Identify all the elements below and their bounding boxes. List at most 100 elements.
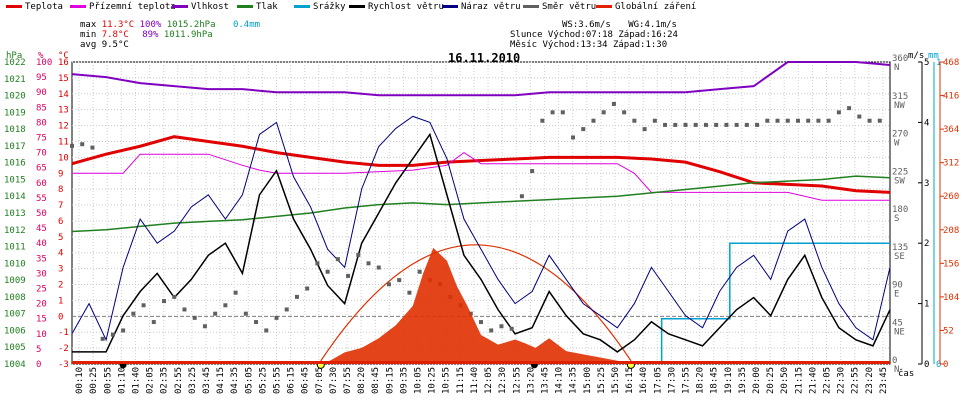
y-tick-hum: 35 [36,254,47,264]
series-line-5 [72,132,891,353]
wind-dir-point [90,145,95,150]
y-tick-press: 1015 [4,175,26,185]
x-tick-label: 05:05 [244,367,254,394]
wind-dir-point [264,328,269,333]
x-tick-label: 13:45 [540,367,550,394]
legend-swatch [523,5,539,8]
wind-dir-point [673,122,678,127]
dir-tick: 315 [892,92,908,102]
x-tick-label: 13:20 [526,367,536,394]
wind-dir-point [151,320,156,325]
series-line-3 [71,175,891,233]
x-tick-label: 14:35 [569,367,579,394]
wind-dir-point [816,118,821,123]
stats-max-row: max 11.3°C 100% 1015.2hPa 0.4mm [80,20,260,30]
wind-dir-point [703,122,708,127]
y-tick-temp: 7 [58,201,63,211]
y-tick-hum: 95 [36,73,47,83]
legend-label: Globální záření [615,2,697,12]
x-tick-label: 19:10 [724,367,734,394]
x-tick-label: 10:25 [428,367,438,394]
y-tick-hum: 100 [36,58,52,68]
x-tick-label: 21:40 [808,367,818,394]
wind-dir-point [243,311,248,316]
y-tick-hum: 10 [36,330,47,340]
legend-swatch [349,5,365,8]
unit-rain: mm [928,51,939,61]
wind-dir-point [305,286,310,291]
x-tick-label: 07:05 [315,367,325,394]
y-tick-hum: 80 [36,118,47,128]
wind-dir-point [233,290,238,295]
y-tick-press: 1021 [4,75,26,85]
x-tick-label: 20:25 [766,367,776,394]
x-tick-label: 22:05 [823,367,833,394]
chart-title: 16.11.2010 [448,51,520,65]
dir-tick: 0 [892,356,897,366]
y-tick-temp: 13 [58,106,69,116]
wind-dir-point [213,311,218,316]
wind-dir-point [765,118,770,123]
rad-tick: 0 [943,360,948,370]
x-tick-label: 00:55 [103,367,113,394]
wind-dir-point [284,307,289,312]
y-tick-press: 1004 [4,360,26,370]
wind-tick: 1 [924,300,929,310]
y-tick-press: 1019 [4,108,26,118]
wind-dir-point [601,110,606,115]
y-tick-temp: -2 [58,344,69,354]
wind-dir-point [775,118,780,123]
dir-tick: 225 [892,167,908,177]
radiation-baseline [72,361,890,364]
unit-temp: °C [58,51,69,61]
legend-label: Tlak [256,2,278,12]
y-tick-temp: 0 [58,312,63,322]
x-tick-label: 04:15 [216,367,226,394]
stats-ws: WS:3.6m/s [562,20,611,30]
rain-tick: 1 [936,58,941,68]
x-tick-label: 05:55 [273,367,283,394]
legend-item-8: Globální záření [596,2,696,16]
stats-avg-row: avg 9.5°C [80,40,129,50]
dir-tick-dir: NE [894,327,905,337]
wind-tick: 3 [924,179,929,189]
stats-min-press: 1011.9hPa [163,30,213,40]
wind-dir-point [376,265,381,270]
wind-dir-point [611,101,616,106]
x-tick-label: 20:00 [752,367,762,394]
y-tick-temp: 12 [58,122,69,132]
y-tick-hum: 20 [36,300,47,310]
stats-max-hum: 100% [139,20,162,30]
x-tick-label: 01:40 [131,367,141,394]
rad-tick: 260 [943,192,959,202]
rad-tick: 468 [943,58,959,68]
legend-label: Přízemní teplota [89,2,176,12]
wind-dir-point [509,326,514,331]
dir-tick: 180 [892,205,908,215]
wind-dir-point [202,324,207,329]
dir-tick: 270 [892,130,908,140]
wind-dir-point [663,122,668,127]
wind-dir-point [315,261,320,266]
legend-item-1: Přízemní teplota [70,2,176,16]
wind-dir-point [632,118,637,123]
stats-sun: Slunce Východ:07:18 Západ:16:24 [510,30,678,40]
wind-dir-point [172,294,177,299]
x-tick-label: 09:15 [385,367,395,394]
stats-min-label: min [80,30,97,40]
y-tick-temp: 10 [58,153,69,163]
x-tick-label: 03:45 [202,367,212,394]
x-tick-label: 00:25 [89,367,99,394]
legend-label: Náraz větru [461,2,521,12]
legend-swatch [294,5,310,8]
y-tick-hum: 60 [36,179,47,189]
x-tick-label: 12:05 [484,367,494,394]
legend-label: Směr větru [542,2,597,12]
y-tick-press: 1011 [4,243,26,253]
stats-max-label: max [80,20,97,30]
x-tick-label: 17:55 [682,367,692,394]
wind-dir-point [417,269,422,274]
x-tick-label: 16:15 [625,367,635,394]
wind-dir-point [489,328,494,333]
x-tick-label: 07:30 [329,367,339,394]
